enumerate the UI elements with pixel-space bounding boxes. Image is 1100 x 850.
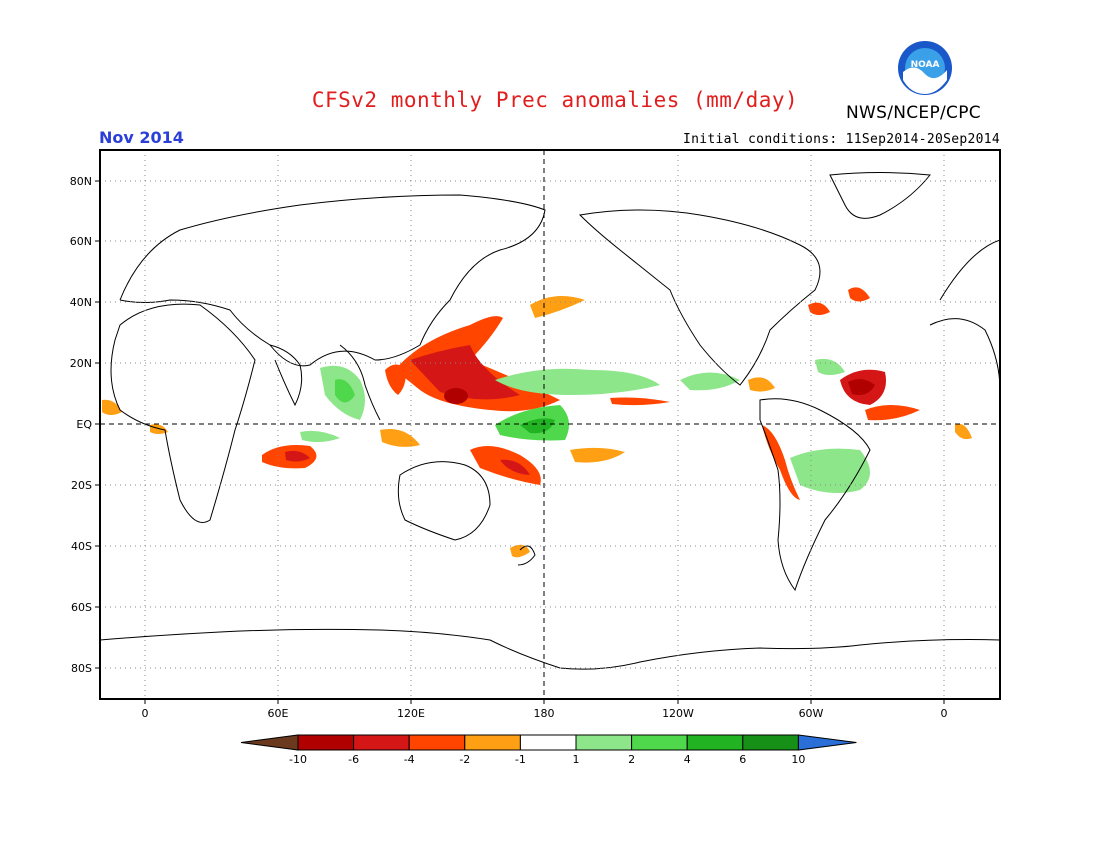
colorbar-segment (464, 734, 521, 751)
colorbar-segment (297, 734, 355, 751)
longitude-labels: 0 60E 120E 180 120W 60W 0 (142, 699, 948, 720)
agency-label: NWS/NCEP/CPC (846, 103, 981, 123)
initial-conditions-label: Initial conditions: 11Sep2014-20Sep2014 (683, 132, 1000, 147)
colorbar-label: -6 (348, 753, 359, 766)
colorbar: -10 -6 -4 -2 -1 1 2 4 6 10 (240, 734, 857, 766)
lon-label: 120W (662, 707, 694, 720)
lon-label: 60W (799, 707, 824, 720)
colorbar-label: -2 (459, 753, 470, 766)
colorbar-min-arrow (240, 734, 299, 751)
colorbar-segment (575, 734, 633, 751)
lat-label: EQ (76, 418, 92, 431)
lon-label: 180 (534, 707, 555, 720)
map-gridlines (100, 150, 1000, 699)
colorbar-label: 10 (791, 753, 805, 766)
colorbar-segment (408, 734, 466, 751)
lon-label: 60E (268, 707, 289, 720)
noaa-logo-text: NOAA (911, 60, 940, 70)
coastlines (100, 172, 1000, 670)
colorbar-segment (631, 734, 688, 751)
lon-label: 120E (397, 707, 425, 720)
lat-label: 20N (70, 357, 92, 370)
chart-title: CFSv2 monthly Prec anomalies (mm/day) (311, 88, 799, 112)
lat-label: 40S (71, 540, 92, 553)
colorbar-label: 4 (684, 753, 691, 766)
colorbar-segment (353, 734, 410, 751)
colorbar-label: -10 (289, 753, 307, 766)
colorbar-segment (686, 734, 744, 751)
colorbar-label: -4 (404, 753, 415, 766)
lat-label: 80N (70, 175, 92, 188)
lat-label: 40N (70, 296, 92, 309)
colorbar-segment (519, 734, 577, 751)
lon-label: 0 (142, 707, 149, 720)
lon-label: 0 (941, 707, 948, 720)
noaa-logo: NOAA (898, 41, 952, 95)
lat-label: 60N (70, 235, 92, 248)
valid-month-label: Nov 2014 (99, 128, 184, 147)
lat-label: 60S (71, 601, 92, 614)
lat-label: 20S (71, 479, 92, 492)
colorbar-label: -1 (515, 753, 526, 766)
colorbar-max-arrow (797, 734, 857, 751)
lat-label: 80S (71, 662, 92, 675)
colorbar-label: 1 (573, 753, 580, 766)
latitude-labels: 80N 60N 40N 20N EQ 20S 40S 60S 80S (70, 175, 100, 675)
colorbar-segment (742, 734, 799, 751)
colorbar-label: 2 (628, 753, 635, 766)
anomaly-shading (102, 287, 972, 558)
colorbar-label: 6 (739, 753, 746, 766)
